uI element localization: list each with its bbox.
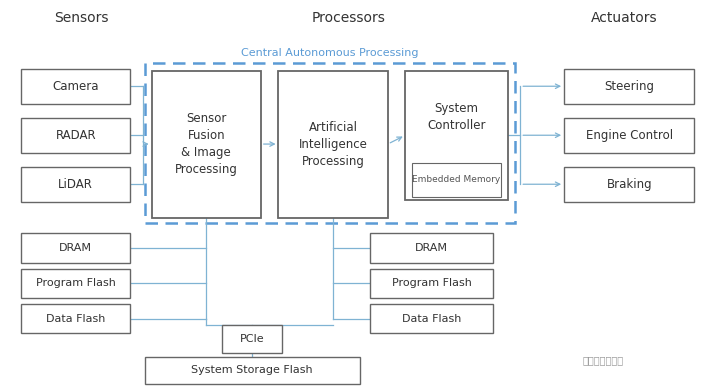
Text: Artificial
Intelligence
Processing: Artificial Intelligence Processing [299,121,367,167]
FancyBboxPatch shape [21,167,130,202]
Text: Central Autonomous Processing: Central Autonomous Processing [241,48,419,58]
FancyBboxPatch shape [412,163,501,197]
FancyBboxPatch shape [145,357,360,384]
Text: Program Flash: Program Flash [36,278,116,288]
Text: LiDAR: LiDAR [59,178,93,191]
FancyBboxPatch shape [370,233,493,263]
Text: RADAR: RADAR [56,129,96,142]
Text: Program Flash: Program Flash [392,278,472,288]
FancyBboxPatch shape [278,71,388,218]
FancyBboxPatch shape [370,304,493,333]
Text: System
Controller: System Controller [427,102,486,132]
Text: Embedded Memory: Embedded Memory [412,176,501,185]
Text: 芒小二的下午茶: 芒小二的下午茶 [582,356,623,366]
FancyBboxPatch shape [564,118,694,153]
Text: Camera: Camera [53,80,99,93]
Text: Sensor
Fusion
& Image
Processing: Sensor Fusion & Image Processing [175,112,238,176]
Text: Braking: Braking [606,178,652,191]
Text: Actuators: Actuators [591,11,657,25]
FancyBboxPatch shape [21,69,130,104]
Text: DRAM: DRAM [415,243,448,253]
Text: DRAM: DRAM [59,243,92,253]
Text: PCIe: PCIe [240,334,264,344]
FancyBboxPatch shape [222,325,282,353]
Text: Processors: Processors [312,11,386,25]
FancyBboxPatch shape [21,304,130,333]
FancyBboxPatch shape [21,269,130,298]
FancyBboxPatch shape [564,167,694,202]
FancyBboxPatch shape [405,71,508,200]
Text: System Storage Flash: System Storage Flash [191,365,313,376]
FancyBboxPatch shape [21,233,130,263]
FancyBboxPatch shape [152,71,261,218]
Text: Sensors: Sensors [54,11,109,25]
Text: Data Flash: Data Flash [46,314,106,323]
FancyBboxPatch shape [370,269,493,298]
Text: Engine Control: Engine Control [586,129,673,142]
Text: Steering: Steering [604,80,654,93]
FancyBboxPatch shape [21,118,130,153]
FancyBboxPatch shape [564,69,694,104]
Text: Data Flash: Data Flash [402,314,462,323]
